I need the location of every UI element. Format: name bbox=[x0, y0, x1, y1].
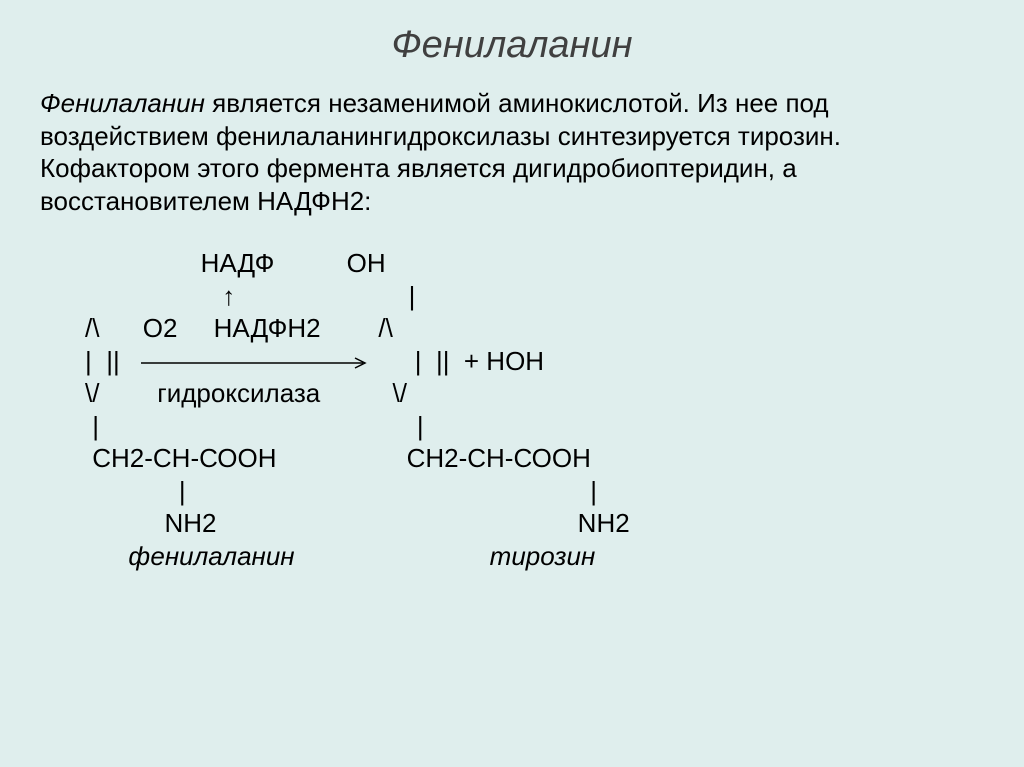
r-line7b: СН2-СН-СООН bbox=[399, 443, 591, 473]
r-line5b: \/ bbox=[393, 378, 407, 408]
label-tyrosine: тирозин bbox=[454, 541, 596, 571]
r-line2a: ↑ bbox=[85, 281, 235, 311]
r-line7a: СН2-СН-СООН bbox=[85, 443, 277, 473]
r-line6b: | bbox=[402, 411, 423, 441]
reaction-scheme: НАДФ ОН ↑ | /\ О2 НАДФН2 /\ | || | || + … bbox=[0, 217, 1024, 572]
r-line2b: | bbox=[401, 281, 415, 311]
right-arrow-icon bbox=[141, 356, 371, 370]
r-line5a: \/ гидроксилаза bbox=[85, 378, 320, 408]
page-title: Фенилаланин bbox=[0, 0, 1024, 67]
r-line1a: НАДФ bbox=[85, 248, 274, 278]
r-line9a: NH2 bbox=[85, 508, 216, 538]
r-line6a: | bbox=[85, 411, 99, 441]
r-line9b: NH2 bbox=[498, 508, 629, 538]
r-line3a: /\ О2 НАДФН2 bbox=[85, 313, 321, 343]
r-line1b: ОН bbox=[347, 248, 386, 278]
slide: Фенилаланин Фенилаланин является незамен… bbox=[0, 0, 1024, 767]
r-line4a: | || bbox=[85, 346, 141, 376]
label-phenylalanine: фенилаланин bbox=[85, 541, 295, 571]
r-line3b: /\ bbox=[378, 313, 392, 343]
intro-emphasis: Фенилаланин bbox=[40, 88, 205, 118]
r-line8a: | bbox=[85, 476, 186, 506]
r-line4b: | || + НОН bbox=[400, 346, 544, 376]
r-line8b: | bbox=[496, 476, 597, 506]
intro-paragraph: Фенилаланин является незаменимой аминоки… bbox=[0, 67, 1024, 217]
